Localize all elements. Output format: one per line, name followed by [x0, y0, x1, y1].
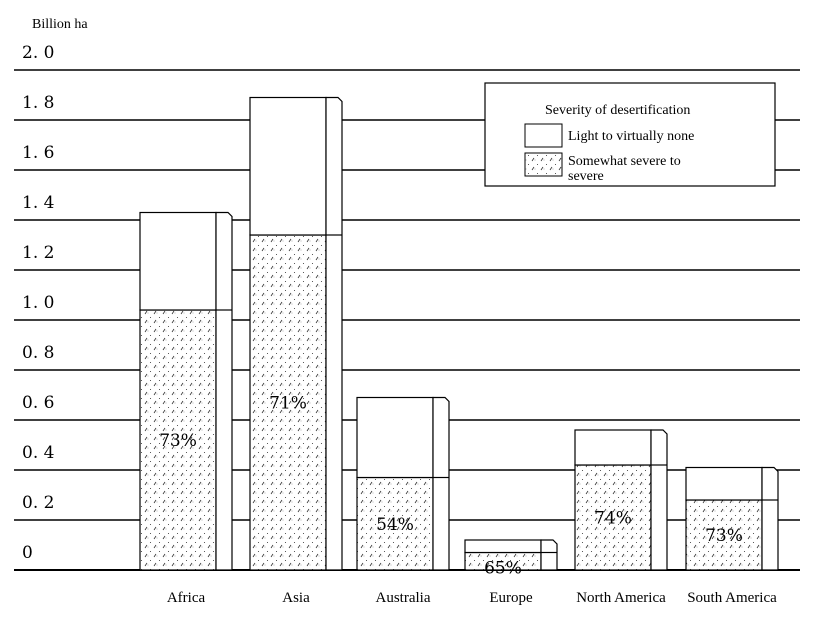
percent-label: 71% — [269, 394, 307, 414]
legend-swatch-severe — [524, 152, 563, 177]
bar-group-north-america: 74% — [574, 429, 668, 571]
percent-label: 74% — [594, 509, 632, 529]
y-tick-label: 1. 4 — [22, 193, 54, 213]
bar-group-africa: 73% — [139, 211, 233, 571]
percent-label: 54% — [376, 515, 414, 535]
bar-segment-light — [685, 466, 763, 501]
y-tick-label: 0. 2 — [22, 493, 54, 513]
bar-segment-light — [574, 429, 652, 466]
y-tick-label: 1. 6 — [22, 143, 54, 163]
bar-group-europe: 65% — [464, 539, 558, 578]
bar-segment-light — [249, 96, 327, 236]
y-tick-label: 0. 8 — [22, 343, 54, 363]
y-tick-label: 1. 2 — [22, 243, 54, 263]
legend-entry-light: Light to virtually none — [568, 129, 694, 144]
percent-label: 73% — [705, 526, 743, 546]
percent-label: 73% — [159, 431, 197, 451]
legend-entry-severe: Somewhat severe to severe — [568, 154, 684, 184]
category-label: Africa — [167, 590, 206, 606]
y-tick-label: 0. 4 — [22, 443, 54, 463]
y-tick-label: 2. 0 — [22, 43, 54, 63]
bar-group-australia: 54% — [356, 396, 450, 571]
bar-side-face — [650, 429, 668, 571]
legend: Severity of desertification Light to vir… — [484, 82, 776, 187]
bar-side-face — [540, 539, 558, 571]
y-tick-label: 0 — [22, 543, 33, 563]
y-tick-labels: 0 0. 2 0. 4 0. 6 0. 8 1. 0 1. 2 1. 4 1. 6 1. 8 2. … — [22, 43, 54, 563]
bars: 73% 71% 54% 65% 74% 73% — [139, 96, 779, 578]
bar-segment-light — [356, 396, 434, 479]
y-tick-label: 1. 0 — [22, 293, 54, 313]
legend-title: Severity of desertification — [545, 103, 690, 118]
bar-side-face — [215, 211, 233, 571]
bar-segment-severe — [139, 309, 217, 571]
bar-side-face — [432, 396, 450, 571]
legend-swatch-light — [524, 123, 563, 148]
category-label: South America — [687, 590, 777, 606]
bar-group-south-america: 73% — [685, 466, 779, 571]
category-label: North America — [576, 590, 666, 606]
bar-side-face — [325, 96, 343, 571]
y-axis-unit-label: Billion ha — [32, 17, 88, 32]
bar-side-face — [761, 466, 779, 571]
bar-segment-light — [464, 539, 542, 554]
category-label: Asia — [282, 590, 310, 606]
category-label: Australia — [376, 590, 431, 606]
category-label: Europe — [489, 590, 533, 606]
bar-group-asia: 71% — [249, 96, 343, 571]
category-labels: Africa Asia Australia Europe North America So… — [167, 590, 777, 606]
bar-segment-severe — [356, 476, 434, 571]
bar-segment-light — [139, 211, 217, 311]
bar-segment-severe — [685, 499, 763, 571]
y-tick-label: 0. 6 — [22, 393, 54, 413]
percent-label: 65% — [484, 558, 522, 578]
y-tick-label: 1. 8 — [22, 93, 54, 113]
